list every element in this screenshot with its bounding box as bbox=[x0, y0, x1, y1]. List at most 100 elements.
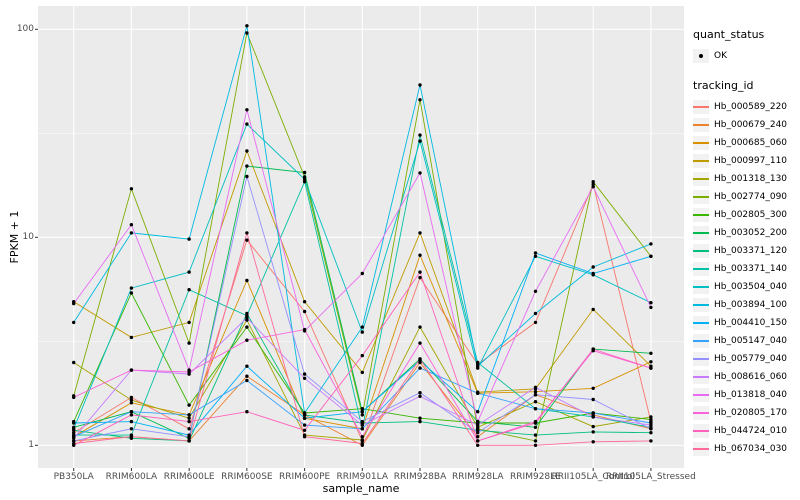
data-point bbox=[591, 182, 595, 186]
data-point bbox=[649, 427, 653, 431]
data-point bbox=[245, 122, 249, 126]
series-color-line-icon bbox=[693, 160, 709, 162]
x-tick-label: RRIM600PE bbox=[278, 472, 331, 482]
series-color-line-icon bbox=[693, 322, 709, 324]
legend-key-swatch bbox=[693, 154, 709, 168]
data-point bbox=[72, 395, 76, 400]
data-point bbox=[129, 368, 134, 372]
legend-key-swatch bbox=[693, 316, 709, 330]
data-point bbox=[360, 410, 364, 414]
legend-item-label: Hb_005779_040 bbox=[714, 354, 788, 364]
data-point bbox=[360, 441, 364, 446]
data-point bbox=[476, 423, 480, 427]
x-tick-label: RRIM600LE bbox=[163, 472, 215, 482]
data-point bbox=[533, 385, 538, 389]
series-color-line-icon bbox=[693, 106, 709, 108]
legend-key-swatch bbox=[693, 388, 709, 402]
legend-item-Hb_000685_060: Hb_000685_060 bbox=[693, 134, 800, 152]
legend-key-swatch bbox=[693, 352, 709, 366]
data-point bbox=[72, 301, 76, 306]
legend-key-swatch bbox=[693, 190, 709, 204]
x-tick-label: PB350LA bbox=[53, 472, 94, 482]
legend-item-label: Hb_004410_150 bbox=[714, 318, 788, 328]
series-color-line-icon bbox=[693, 358, 709, 360]
legend-item-Hb_013818_040: Hb_013818_040 bbox=[693, 386, 800, 404]
legend-item-Hb_003371_120: Hb_003371_120 bbox=[693, 242, 800, 260]
legend-item-label: Hb_003894_100 bbox=[714, 300, 788, 310]
data-point bbox=[649, 366, 653, 370]
legend: quant_status OK tracking_id Hb_000589_22… bbox=[693, 28, 800, 458]
data-point bbox=[187, 237, 191, 241]
data-point bbox=[649, 423, 653, 427]
legend-key-swatch bbox=[693, 100, 709, 114]
data-point bbox=[302, 170, 307, 175]
legend-item-label: Hb_002774_090 bbox=[714, 192, 788, 202]
data-point bbox=[187, 370, 191, 374]
series-color-line-icon bbox=[693, 412, 709, 414]
data-point bbox=[245, 31, 249, 35]
legend-key-swatch bbox=[693, 280, 709, 294]
data-point bbox=[302, 300, 307, 304]
data-point bbox=[418, 98, 422, 102]
data-point bbox=[129, 286, 134, 290]
data-point bbox=[245, 364, 249, 368]
data-point bbox=[591, 430, 595, 434]
legend-item-Hb_000679_240: Hb_000679_240 bbox=[693, 116, 800, 134]
data-point bbox=[72, 431, 76, 435]
x-tick-label: RRIM600SE bbox=[221, 472, 273, 482]
data-point bbox=[72, 439, 76, 443]
legend-item-Hb_001318_130: Hb_001318_130 bbox=[693, 170, 800, 188]
x-tick-label: RRIM600LA bbox=[105, 472, 158, 482]
data-point bbox=[302, 416, 307, 420]
legend-item-ok: OK bbox=[693, 47, 800, 65]
data-point bbox=[245, 325, 249, 329]
data-point bbox=[302, 327, 307, 332]
data-point bbox=[649, 254, 653, 258]
legend-item-label: Hb_013818_040 bbox=[714, 390, 788, 400]
data-point bbox=[476, 419, 480, 424]
legend-title-quant-status: quant_status bbox=[693, 28, 765, 41]
series-color-line-icon bbox=[693, 250, 709, 252]
series-color-line-icon bbox=[693, 430, 709, 432]
data-point bbox=[649, 360, 653, 364]
legend-item-label: Hb_044724_010 bbox=[714, 426, 788, 436]
data-point bbox=[72, 320, 76, 325]
x-tick-label: RRII105LA_Control bbox=[551, 472, 635, 482]
data-point bbox=[245, 24, 249, 28]
data-point bbox=[418, 171, 422, 175]
data-point bbox=[418, 341, 422, 345]
data-point bbox=[187, 403, 191, 407]
data-point bbox=[591, 440, 595, 444]
data-point bbox=[129, 427, 134, 431]
data-point bbox=[245, 316, 249, 320]
legend-item-label: Hb_002805_300 bbox=[714, 210, 788, 220]
legend-item-Hb_067034_030: Hb_067034_030 bbox=[693, 440, 800, 458]
data-point bbox=[418, 357, 422, 361]
ok-point-key bbox=[693, 49, 709, 63]
y-tick-label: 1 bbox=[28, 439, 34, 450]
series-color-line-icon bbox=[693, 178, 709, 180]
data-point bbox=[245, 164, 249, 168]
data-point bbox=[187, 435, 191, 439]
data-point bbox=[360, 353, 364, 358]
data-point bbox=[129, 419, 134, 424]
series-color-line-icon bbox=[693, 214, 709, 216]
series-color-line-icon bbox=[693, 232, 709, 234]
data-point bbox=[533, 254, 538, 258]
data-point bbox=[476, 439, 480, 443]
data-point bbox=[129, 401, 134, 405]
legend-item-Hb_020805_170: Hb_020805_170 bbox=[693, 404, 800, 422]
legend-key-swatch bbox=[693, 172, 709, 186]
data-point bbox=[302, 411, 307, 415]
data-point bbox=[129, 398, 134, 402]
data-point bbox=[245, 174, 249, 179]
data-point bbox=[360, 438, 364, 442]
data-point bbox=[187, 427, 191, 431]
data-point bbox=[418, 133, 422, 137]
legend-item-label: Hb_003371_120 bbox=[714, 246, 788, 256]
legend-item-label: Hb_008616_060 bbox=[714, 372, 788, 382]
legend-item-label: OK bbox=[714, 51, 727, 61]
legend-item-label: Hb_000589_220 bbox=[714, 102, 788, 112]
